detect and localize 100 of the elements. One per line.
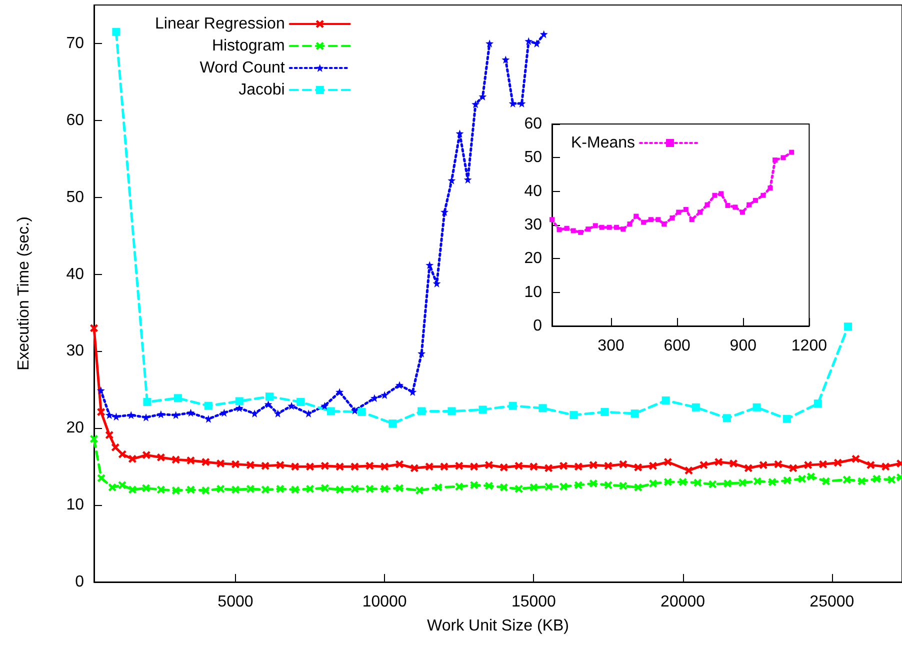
point: [396, 484, 404, 492]
point: [844, 322, 852, 331]
point: [614, 224, 620, 230]
point: [560, 462, 568, 470]
point: [544, 464, 553, 472]
point: [440, 208, 449, 216]
point: [415, 486, 424, 494]
point: [789, 150, 794, 155]
legend-label: Word Count: [200, 60, 286, 76]
point: [246, 461, 254, 470]
point: [388, 420, 397, 428]
point: [231, 486, 240, 494]
point: [96, 386, 105, 394]
point: [246, 484, 254, 493]
y-tick-label: 30: [524, 216, 542, 234]
point: [724, 480, 732, 488]
x-tick-label: 15000: [511, 594, 556, 610]
point: [589, 480, 598, 488]
x-axis-title: Work Unit Size (KB): [427, 618, 569, 634]
point: [455, 482, 464, 491]
point: [142, 484, 150, 492]
legend-label: Linear Regression: [154, 16, 285, 32]
point: [172, 486, 180, 494]
y-tick-label: 50: [524, 149, 542, 166]
x-tick-label: 5000: [218, 594, 254, 610]
point: [216, 460, 225, 468]
point: [578, 230, 584, 235]
point: [656, 217, 661, 222]
y-tick-label: 0: [75, 574, 84, 590]
point: [186, 486, 195, 494]
point: [722, 414, 731, 422]
point: [822, 477, 830, 486]
point: [396, 381, 404, 390]
point: [426, 261, 434, 270]
point: [574, 481, 582, 490]
y-tick-label: 60: [66, 112, 84, 129]
point: [550, 217, 554, 222]
point: [718, 191, 724, 196]
x-tick-label: 10000: [362, 594, 407, 610]
point: [560, 482, 568, 491]
point: [326, 407, 335, 416]
y-tick-label: 40: [66, 266, 84, 283]
y-tick-label: 20: [524, 250, 542, 268]
point: [186, 456, 195, 464]
point: [470, 462, 478, 471]
point: [712, 192, 718, 198]
point: [678, 478, 687, 486]
x-tick-label: 1200: [791, 338, 828, 354]
point: [760, 192, 766, 198]
point: [472, 100, 480, 108]
point: [380, 391, 389, 400]
point: [620, 226, 626, 232]
point: [662, 396, 670, 404]
point: [746, 202, 752, 208]
point: [544, 482, 553, 491]
point: [448, 407, 456, 416]
point: [683, 207, 688, 212]
point: [888, 476, 896, 484]
point: [604, 481, 612, 490]
point: [366, 462, 374, 470]
point: [564, 226, 570, 231]
point: [118, 481, 126, 490]
point: [556, 227, 562, 232]
point: [396, 460, 404, 468]
x-tick-label: 20000: [660, 594, 706, 610]
point: [858, 477, 866, 486]
y-axis-title: Execution Time (sec.): [16, 216, 32, 370]
point: [753, 477, 762, 486]
point: [538, 404, 547, 412]
point: [380, 484, 389, 493]
point: [320, 402, 329, 410]
point: [600, 408, 609, 416]
point: [814, 400, 822, 408]
point: [291, 486, 300, 494]
point: [514, 484, 523, 493]
point: [142, 451, 150, 460]
point: [204, 402, 212, 410]
point: [697, 210, 702, 215]
legend-label: Jacobi: [238, 82, 285, 98]
point: [90, 324, 98, 332]
point: [708, 480, 717, 488]
point: [350, 462, 359, 471]
point: [662, 221, 667, 226]
point: [408, 388, 417, 396]
point: [502, 56, 510, 64]
point: [599, 224, 604, 230]
point: [448, 176, 456, 184]
point: [570, 228, 576, 234]
point: [127, 411, 136, 420]
point: [540, 30, 548, 38]
point: [772, 158, 778, 163]
x-tick-label: 300: [598, 338, 624, 354]
point: [306, 462, 314, 471]
point: [740, 210, 745, 215]
point: [783, 476, 792, 484]
point: [684, 466, 693, 474]
point: [274, 410, 282, 418]
y-tick-label: 10: [524, 284, 542, 301]
point: [648, 480, 657, 488]
point: [261, 486, 270, 494]
